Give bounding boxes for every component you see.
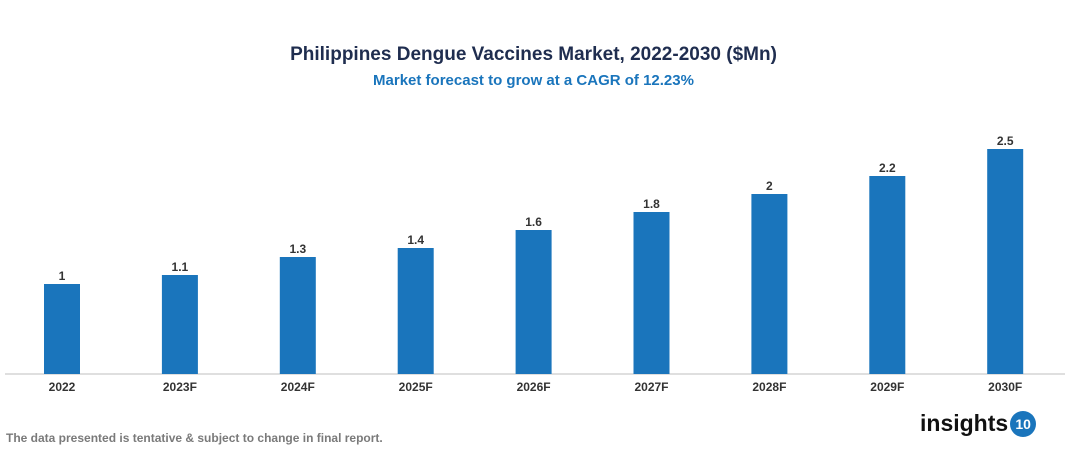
data-label: 1.6 xyxy=(525,215,542,229)
bar xyxy=(515,230,552,374)
x-tick-label: 2024F xyxy=(281,380,315,394)
bar xyxy=(869,176,906,374)
x-tick-label: 2027F xyxy=(634,380,668,394)
logo-text: insights xyxy=(920,410,1009,436)
x-tick-label: 2023F xyxy=(163,380,197,394)
bar xyxy=(279,257,316,374)
chart-title: Philippines Dengue Vaccines Market, 2022… xyxy=(290,44,777,65)
data-label: 1.4 xyxy=(407,233,424,247)
chart-subtitle: Market forecast to grow at a CAGR of 12.… xyxy=(373,72,694,89)
data-label: 1.1 xyxy=(172,260,189,274)
logo-badge: 10 xyxy=(1010,410,1037,437)
x-tick-label: 2030F xyxy=(988,380,1022,394)
x-tick-label: 2026F xyxy=(517,380,551,394)
bar xyxy=(751,194,788,374)
data-label: 1.3 xyxy=(289,242,306,256)
bar xyxy=(161,275,198,374)
data-label: 1.8 xyxy=(643,197,660,211)
data-label: 1 xyxy=(59,269,66,283)
x-tick-label: 2022 xyxy=(49,380,76,394)
x-tick-label: 2028F xyxy=(752,380,786,394)
bar xyxy=(987,149,1024,374)
data-label: 2 xyxy=(766,179,773,193)
insights10-logo: insights 10 xyxy=(920,410,1037,437)
bar xyxy=(397,248,434,374)
disclaimer-note: The data presented is tentative & subjec… xyxy=(6,431,383,445)
data-label: 2.5 xyxy=(997,134,1014,148)
x-tick-label: 2029F xyxy=(870,380,904,394)
bar xyxy=(633,212,670,374)
data-label: 2.2 xyxy=(879,161,896,175)
x-tick-label: 2025F xyxy=(399,380,433,394)
bar xyxy=(44,284,80,374)
